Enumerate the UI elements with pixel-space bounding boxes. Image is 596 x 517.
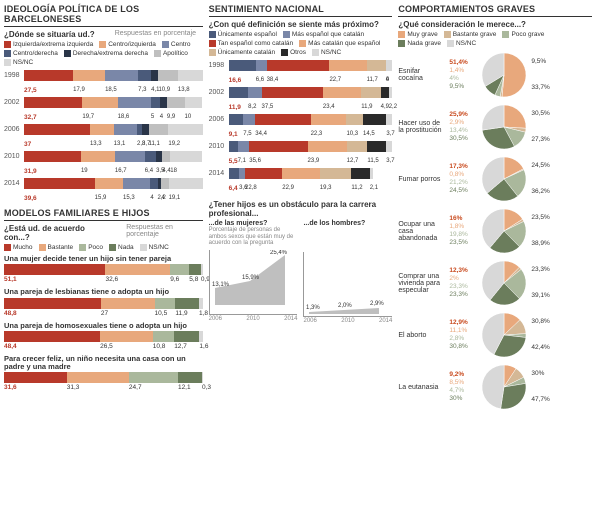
sentimiento-title: SENTIMIENTO NACIONAL bbox=[209, 4, 393, 17]
women-chart: 13,1% 15,9% 25,4% bbox=[209, 250, 298, 315]
svg-text:2,0%: 2,0% bbox=[338, 303, 352, 309]
ideologia-q: ¿Dónde se situaría ud.? bbox=[4, 30, 95, 39]
svg-text:13,1%: 13,1% bbox=[212, 282, 230, 288]
sentimiento-legend: Únicamente españolMás español que catalá… bbox=[209, 31, 393, 56]
modelos-bars: Una mujer decide tener un hijo sin tener… bbox=[4, 255, 203, 391]
ideologia-bars: 199827,517,918,57,34,110,913,8200232,719… bbox=[4, 70, 203, 202]
sentimiento-bars: 199816,66,638,422,711,704200211,98,237,5… bbox=[209, 60, 393, 192]
hijos-women: ...de las mujeres? bbox=[209, 220, 298, 227]
svg-text:25,4%: 25,4% bbox=[270, 250, 288, 256]
comp-q: ¿Qué consideración le merece...? bbox=[398, 20, 592, 29]
comp-title: COMPORTAMIENTOS GRAVES bbox=[398, 4, 592, 17]
sentimiento-q: ¿Con qué definición se siente más próxim… bbox=[209, 20, 393, 29]
hijos-men: ...de los hombres? bbox=[303, 220, 392, 227]
ideologia-resp: Respuestas en porcentaje bbox=[115, 30, 196, 39]
modelos-q: ¿Está ud. de acuerdo con...? bbox=[4, 224, 106, 242]
ideologia-legend: Izquierda/extrema izquierdaCentro/izquie… bbox=[4, 41, 203, 66]
hijos-desc: Porcentaje de personas de ambos sexos qu… bbox=[209, 227, 298, 247]
men-chart: 1,3% 2,0% 2,9% bbox=[303, 252, 392, 317]
modelos-resp: Respuestas en porcentaje bbox=[126, 224, 202, 242]
svg-text:15,9%: 15,9% bbox=[242, 275, 260, 281]
svg-text:1,3%: 1,3% bbox=[306, 305, 320, 311]
comp-legend: Muy graveBastante gravePoco graveNada gr… bbox=[398, 31, 592, 47]
ideologia-title: IDEOLOGÍA POLÍTICA DE LOS BARCELONESES bbox=[4, 4, 203, 27]
men-years: 200620102014 bbox=[303, 318, 392, 324]
hijos-title: ¿Tener hijos es un obstáculo para la car… bbox=[209, 200, 393, 218]
comp-rows: Esnifar cocaína 51,4% 1,4% 4% 9,5% 9,5% … bbox=[398, 51, 592, 411]
modelos-title: MODELOS FAMILIARES E HIJOS bbox=[4, 208, 203, 221]
women-years: 200620102014 bbox=[209, 316, 298, 322]
svg-text:2,9%: 2,9% bbox=[370, 301, 384, 307]
modelos-legend: MuchoBastantePocoNadaNS/NC bbox=[4, 244, 203, 251]
